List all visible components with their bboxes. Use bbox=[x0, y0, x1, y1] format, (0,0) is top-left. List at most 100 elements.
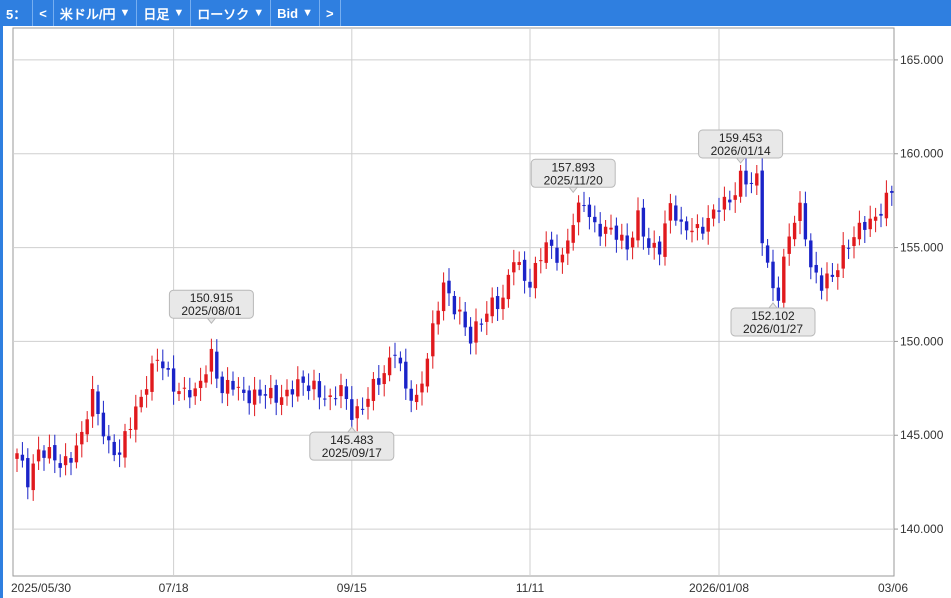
candle-body bbox=[215, 351, 219, 379]
candle-body bbox=[204, 374, 208, 383]
candle-body bbox=[463, 311, 467, 328]
candle-body bbox=[620, 234, 624, 241]
next-button[interactable]: > bbox=[320, 0, 341, 26]
candle-body bbox=[819, 275, 824, 291]
y-tick-label: 140.000 bbox=[900, 522, 944, 536]
candle-body bbox=[674, 205, 678, 221]
candle-body bbox=[890, 191, 894, 193]
period-label: 日足 bbox=[143, 6, 170, 22]
candle-body bbox=[544, 242, 548, 263]
x-tick-label: 11/11 bbox=[516, 581, 545, 595]
period-dropdown[interactable]: 日足 ▼ bbox=[137, 0, 192, 26]
candle-body bbox=[479, 323, 484, 325]
price-type-label: Bid bbox=[277, 5, 299, 21]
x-tick-label: 2026/01/08 bbox=[689, 581, 749, 595]
candle-body bbox=[695, 224, 700, 229]
candle-body bbox=[512, 262, 516, 273]
candle-body bbox=[53, 445, 57, 461]
candle-body bbox=[225, 379, 230, 394]
candle-body bbox=[787, 236, 791, 254]
prev-button[interactable]: < bbox=[33, 0, 54, 26]
candle-body bbox=[452, 295, 457, 315]
candle-body bbox=[636, 210, 640, 241]
candle-body bbox=[571, 225, 575, 243]
candle-body bbox=[96, 391, 100, 414]
candle-body bbox=[836, 270, 840, 278]
candle-body bbox=[279, 397, 284, 405]
candle-body bbox=[155, 359, 160, 361]
candle-body bbox=[782, 256, 786, 303]
candlestick-chart[interactable]: 140.000 145.000 150.000 155.000 160.000 165.0… bbox=[3, 26, 951, 598]
candle-body bbox=[247, 390, 251, 404]
candle-body bbox=[355, 406, 359, 419]
chart-area[interactable]: 140.000 145.000 150.000 155.000 160.000 165.0… bbox=[0, 26, 951, 598]
candle-body bbox=[468, 326, 473, 344]
chart-type-dropdown[interactable]: ローソク ▼ bbox=[191, 0, 272, 26]
chevron-down-icon: ▼ bbox=[302, 7, 313, 19]
candle-body bbox=[652, 242, 656, 248]
next-icon: > bbox=[326, 5, 334, 21]
price-type-dropdown[interactable]: Bid ▼ bbox=[271, 0, 320, 26]
y-tick-label: 150.000 bbox=[900, 334, 944, 348]
candle-body bbox=[533, 262, 538, 289]
candle-body bbox=[576, 202, 581, 223]
candle-body bbox=[474, 321, 478, 343]
candle-body bbox=[414, 394, 419, 403]
price-callout-value: 152.102 bbox=[751, 309, 795, 323]
candle-body bbox=[420, 383, 424, 393]
candle-body bbox=[841, 245, 845, 269]
candle-body bbox=[436, 310, 440, 325]
price-callout-value: 150.915 bbox=[190, 291, 234, 305]
candle-body bbox=[123, 431, 127, 458]
candle-body bbox=[182, 387, 187, 389]
price-callout-pointer bbox=[767, 302, 779, 309]
candle-body bbox=[161, 361, 165, 369]
candle-body bbox=[863, 221, 867, 230]
candle-body bbox=[566, 240, 570, 254]
candle-body bbox=[701, 226, 705, 234]
candle-body bbox=[263, 394, 268, 396]
candle-body bbox=[274, 385, 278, 403]
candle-body bbox=[825, 273, 829, 289]
candle-body bbox=[522, 259, 527, 281]
candle-body bbox=[47, 447, 52, 459]
candle-body bbox=[706, 217, 710, 232]
candle-body bbox=[220, 376, 224, 394]
candle-body bbox=[63, 456, 68, 466]
candle-body bbox=[447, 280, 451, 294]
candle-body bbox=[69, 457, 73, 463]
x-tick-label: 09/15 bbox=[337, 581, 367, 595]
candle-body bbox=[625, 235, 629, 250]
candle-body bbox=[85, 419, 89, 435]
candle-body bbox=[301, 376, 305, 383]
candle-body bbox=[150, 363, 154, 392]
candle-body bbox=[582, 205, 586, 207]
candle-body bbox=[333, 398, 338, 400]
candle-body bbox=[495, 296, 500, 310]
candle-body bbox=[733, 195, 737, 200]
candle-body bbox=[198, 380, 203, 389]
candle-body bbox=[177, 391, 181, 395]
candle-body bbox=[485, 313, 489, 322]
candle-body bbox=[441, 282, 446, 312]
candle-body bbox=[873, 216, 878, 221]
candle-body bbox=[166, 368, 170, 370]
candle-body bbox=[792, 222, 797, 240]
candle-body bbox=[323, 398, 327, 400]
candle-body bbox=[744, 170, 748, 185]
symbol-dropdown[interactable]: 米ドル/円 ▼ bbox=[54, 0, 138, 26]
candle-body bbox=[398, 357, 403, 364]
x-tick-label: 03/06 bbox=[878, 581, 908, 595]
candle-body bbox=[409, 388, 413, 401]
candle-body bbox=[20, 454, 25, 461]
candle-body bbox=[139, 396, 143, 408]
candle-body bbox=[458, 309, 462, 312]
candle-body bbox=[31, 463, 35, 491]
price-callout-pointer bbox=[735, 157, 746, 164]
candle-body bbox=[171, 368, 176, 392]
candle-body bbox=[809, 240, 813, 268]
candle-body bbox=[350, 399, 354, 420]
candle-body bbox=[668, 203, 673, 221]
candle-body bbox=[312, 380, 316, 390]
price-callout-pointer bbox=[346, 426, 357, 433]
